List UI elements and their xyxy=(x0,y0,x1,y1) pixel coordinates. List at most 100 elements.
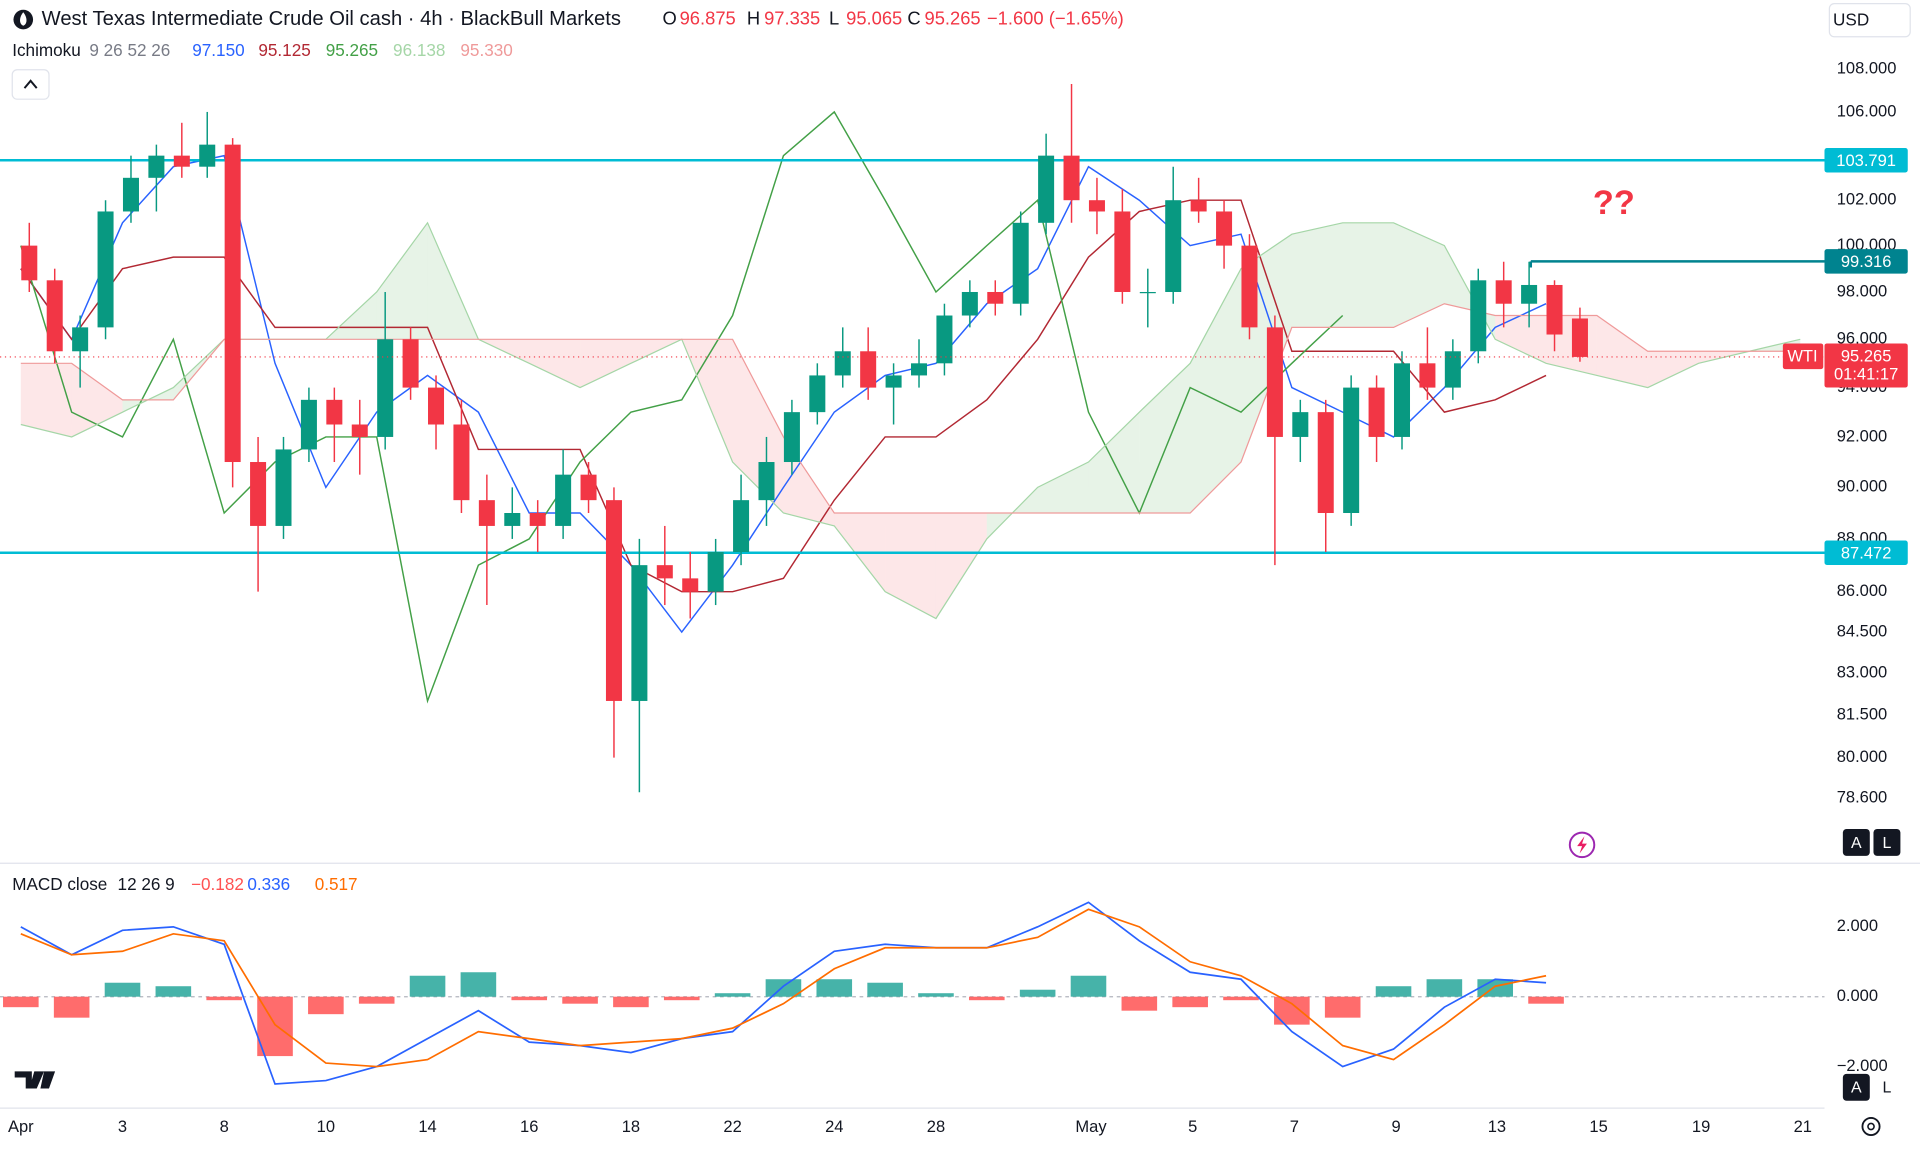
ohlc-key: O xyxy=(662,7,676,28)
ichimoku-line xyxy=(20,110,1344,704)
currency[interactable]: USD xyxy=(1833,9,1869,29)
candle-body xyxy=(250,462,267,526)
candle-body xyxy=(504,513,521,526)
log-scale-button[interactable] xyxy=(1873,828,1901,856)
candle-body xyxy=(97,211,114,328)
currency-box[interactable] xyxy=(1828,3,1911,38)
macd-histogram-bar xyxy=(765,979,802,997)
y-tick-label: 80.000 xyxy=(1837,747,1888,766)
cloud-segment xyxy=(1342,222,1394,328)
candle-body xyxy=(733,500,750,553)
candle-body xyxy=(936,315,953,364)
macd-histogram-bar xyxy=(663,996,700,1001)
candle-body xyxy=(1063,155,1080,201)
macd-histogram-bar xyxy=(3,996,39,1008)
y-tick-label: 83.000 xyxy=(1837,663,1888,682)
candle-body xyxy=(1495,280,1512,304)
x-tick-label: 28 xyxy=(927,1117,945,1136)
macd-hist-value: −0.182 xyxy=(191,874,244,894)
level-label: 99.316 xyxy=(1841,252,1892,271)
x-tick-label: 24 xyxy=(825,1117,843,1136)
ohlc-value: 97.335 xyxy=(764,7,820,28)
macd-source: close xyxy=(67,874,107,894)
macd-histogram-bar xyxy=(155,986,192,997)
macd-histogram-bar xyxy=(1274,996,1310,1025)
macd-histogram-bar xyxy=(460,972,497,997)
candle-body xyxy=(1521,284,1538,304)
candle-body xyxy=(707,552,724,592)
indicator-value: 97.150 xyxy=(192,40,244,60)
auto-scale-letter: A xyxy=(1851,835,1862,852)
alert-icon[interactable] xyxy=(1568,831,1596,859)
auto-scale-button[interactable] xyxy=(1842,828,1870,856)
macd-histogram-bar xyxy=(1426,979,1463,997)
candle-body xyxy=(199,144,216,167)
macd-name: MACD xyxy=(12,874,62,894)
candle-body xyxy=(1216,211,1233,246)
y-tick-label: 98.000 xyxy=(1837,281,1888,300)
macd-params: 12 26 9 xyxy=(118,874,175,894)
symbol-tag: WTI xyxy=(1787,346,1817,365)
cloud-segment xyxy=(20,363,72,437)
price-label-box xyxy=(1824,343,1908,388)
ichimoku-line xyxy=(20,154,1547,634)
candle-body xyxy=(428,387,445,425)
x-tick-label: 15 xyxy=(1589,1117,1607,1136)
candle-body xyxy=(148,155,165,178)
macd-histogram-bar xyxy=(816,979,853,997)
candle-body xyxy=(656,565,673,579)
candle-body xyxy=(326,399,343,425)
price-label: 95.265 xyxy=(1841,346,1892,365)
y-tick-label: 81.500 xyxy=(1837,704,1888,723)
candle-body xyxy=(1114,211,1131,292)
level-label: 87.472 xyxy=(1841,543,1892,562)
alert-bolt xyxy=(1577,836,1587,854)
price-countdown: 01:41:17 xyxy=(1834,365,1898,384)
ohlc-legend: O 96.875 H 97.335 L 95.065 C 95.265 xyxy=(662,7,980,28)
candle-body xyxy=(605,500,622,701)
y-tick-label: 108.000 xyxy=(1837,58,1897,77)
candle-body xyxy=(860,351,877,388)
cloud-segment xyxy=(1190,268,1242,514)
cloud-segment xyxy=(376,222,428,340)
x-tick-label: 21 xyxy=(1794,1117,1812,1136)
macd-tick-label: 2.000 xyxy=(1837,916,1878,935)
collapse-button[interactable] xyxy=(11,69,50,100)
x-tick-label: 13 xyxy=(1488,1117,1506,1136)
macd-histogram-bar xyxy=(1121,996,1158,1011)
candle-body xyxy=(1266,327,1283,437)
indicator-name: Ichimoku xyxy=(12,40,81,60)
candle-body xyxy=(46,280,63,352)
symbol-tag-box xyxy=(1782,343,1824,370)
candle-body xyxy=(1139,291,1156,294)
indicator-value: 95.265 xyxy=(326,40,378,60)
candle-body xyxy=(453,424,470,501)
candle-body xyxy=(1012,222,1029,304)
x-tick-label: 7 xyxy=(1290,1117,1299,1136)
y-tick-label: 78.600 xyxy=(1837,787,1888,806)
candle-body xyxy=(21,245,38,281)
macd-auto-letter: A xyxy=(1851,1080,1862,1097)
candle-body xyxy=(885,375,902,388)
macd-auto-button[interactable] xyxy=(1842,1073,1870,1101)
macd-legend: −0.182 0.336 0.517 xyxy=(191,874,358,894)
cloud-segment xyxy=(580,339,631,388)
candle-body xyxy=(834,351,851,376)
macd-histogram-bar xyxy=(1528,996,1564,1004)
x-tick-label: 14 xyxy=(418,1117,436,1136)
candle-body xyxy=(911,363,928,376)
indicator-value: 95.330 xyxy=(460,40,512,60)
macd-log-letter[interactable]: L xyxy=(1883,1080,1892,1097)
y-tick-label: 96.000 xyxy=(1837,329,1888,348)
macd-histogram-bar xyxy=(206,996,242,1001)
macd-histogram-bar xyxy=(714,993,751,997)
x-tick-label: May xyxy=(1075,1117,1107,1136)
collapse-icon xyxy=(23,79,38,89)
candle-body xyxy=(1317,412,1334,514)
settings-icon[interactable] xyxy=(1861,1117,1881,1137)
macd-histogram-bar xyxy=(1324,996,1361,1018)
ohlc-value: 95.265 xyxy=(924,7,980,28)
y-tick-label: 86.000 xyxy=(1837,581,1888,600)
macd-histogram-bar xyxy=(613,996,649,1008)
candle-body xyxy=(682,578,699,592)
